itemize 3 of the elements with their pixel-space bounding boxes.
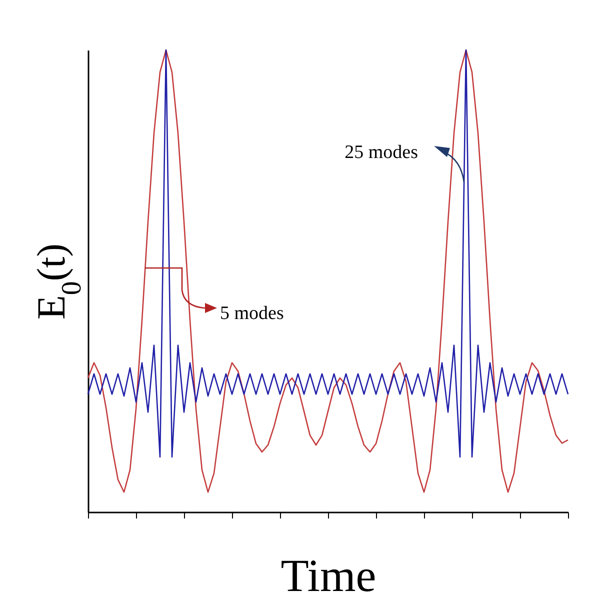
- annotation: 5 modes: [220, 303, 284, 324]
- annotation: 25 modes: [344, 142, 418, 163]
- x-axis-title: Time: [280, 550, 376, 601]
